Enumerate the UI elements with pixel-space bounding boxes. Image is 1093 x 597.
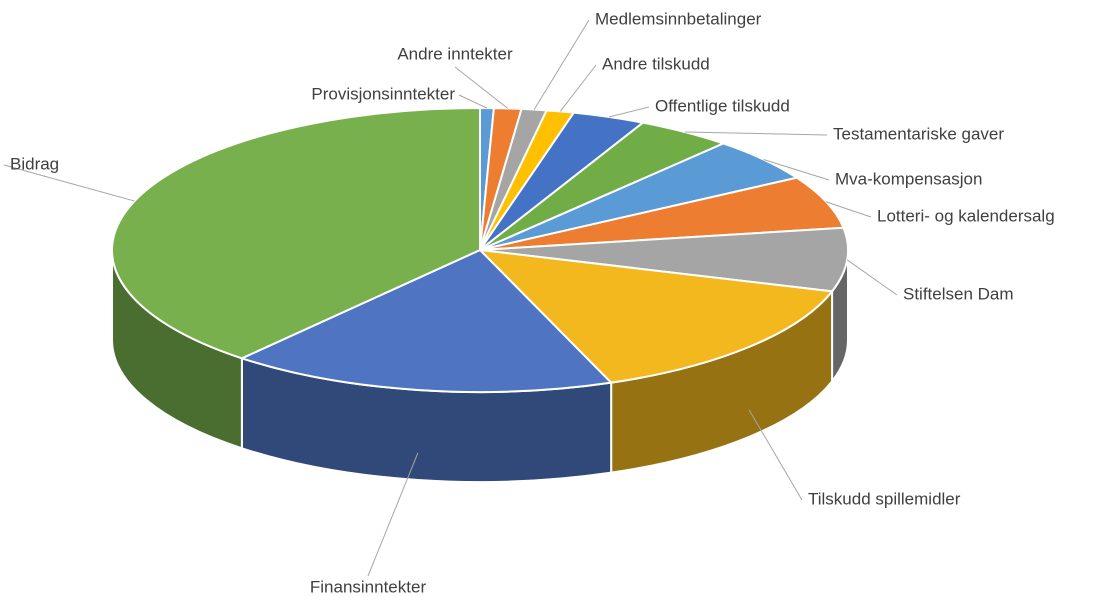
data-label: Mva-kompensasjon — [835, 169, 982, 188]
slice — [479, 226, 849, 293]
data-label: Tilskudd spillemidler — [808, 489, 961, 508]
leader-line — [458, 94, 488, 109]
leader-line — [454, 66, 509, 109]
slices — [111, 106, 849, 393]
leader-line — [533, 19, 590, 110]
data-label: Andre tilskudd — [602, 54, 710, 73]
slice — [479, 176, 845, 251]
slice — [477, 248, 834, 384]
slice — [111, 106, 481, 360]
data-label: Bidrag — [10, 154, 59, 173]
data-label: Medlemsinnbetalinger — [595, 9, 762, 28]
data-label: Andre inntekter — [397, 44, 513, 63]
data-label: Offentlige tilskudd — [655, 96, 790, 115]
leader-line — [3, 164, 135, 202]
leader-line — [608, 106, 650, 118]
leader-line — [826, 201, 872, 218]
leader-line — [367, 452, 419, 577]
leader-line — [748, 409, 803, 501]
leader-line — [684, 131, 828, 136]
data-label: Stiftelsen Dam — [903, 284, 1014, 303]
data-label: Lotteri- og kalendersalg — [877, 206, 1055, 225]
data-label: Testamentariske gaver — [833, 124, 1004, 143]
data-label: Finansinntekter — [310, 577, 427, 596]
data-label: Provisjonsinntekter — [311, 84, 455, 103]
slice — [239, 248, 614, 393]
leader-line — [559, 64, 597, 112]
side-walls — [111, 249, 849, 483]
leader-line — [846, 259, 898, 296]
leader-line — [763, 159, 830, 181]
